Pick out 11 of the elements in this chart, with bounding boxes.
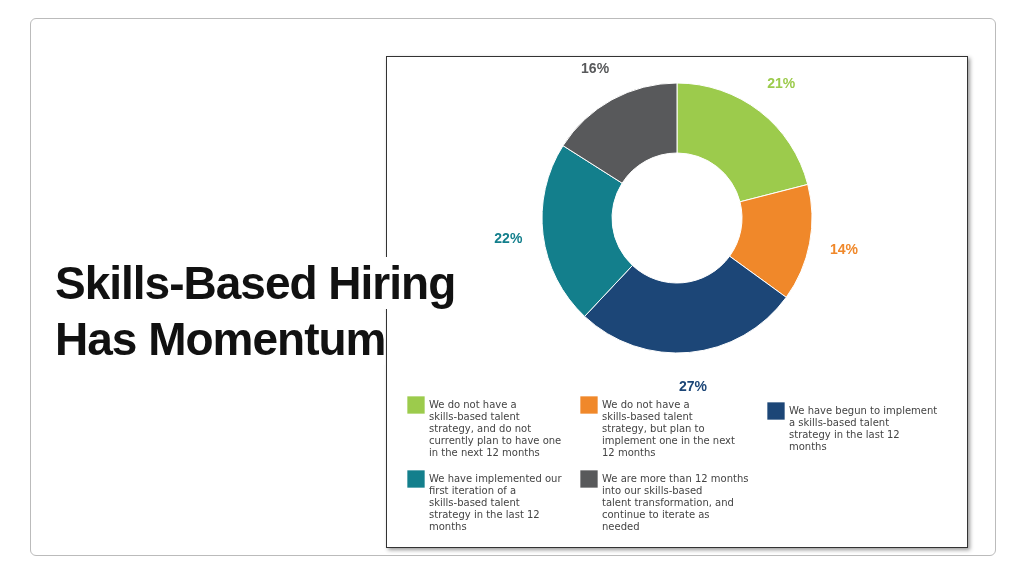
text: Skills-Based Hiring Has Momentum	[55, 257, 456, 365]
data-label: 16%	[581, 60, 610, 77]
data-label: 21%	[767, 74, 796, 91]
legend-label: We do not have a skills-based talent strategy, but plan to implement one in the next 12 months	[602, 399, 736, 458]
data-label: 14%	[829, 240, 859, 257]
data-label: 22%	[494, 230, 523, 247]
legend-label: We have begun to implement a skills-based talent strategy in the last 12 months	[789, 405, 938, 452]
legend-label: We are more than 12 months into our skills-based talent transformation, and continue to iterate as needed	[602, 473, 749, 532]
legend-label: We do not have a skills-based talent strategy, and do not currently plan to have one in the next 12 months	[429, 399, 562, 458]
legend-label: We have implemented our first iteration of a skills-based talent strategy in the last 12 months	[429, 473, 563, 532]
data-label: 27%	[678, 378, 708, 395]
